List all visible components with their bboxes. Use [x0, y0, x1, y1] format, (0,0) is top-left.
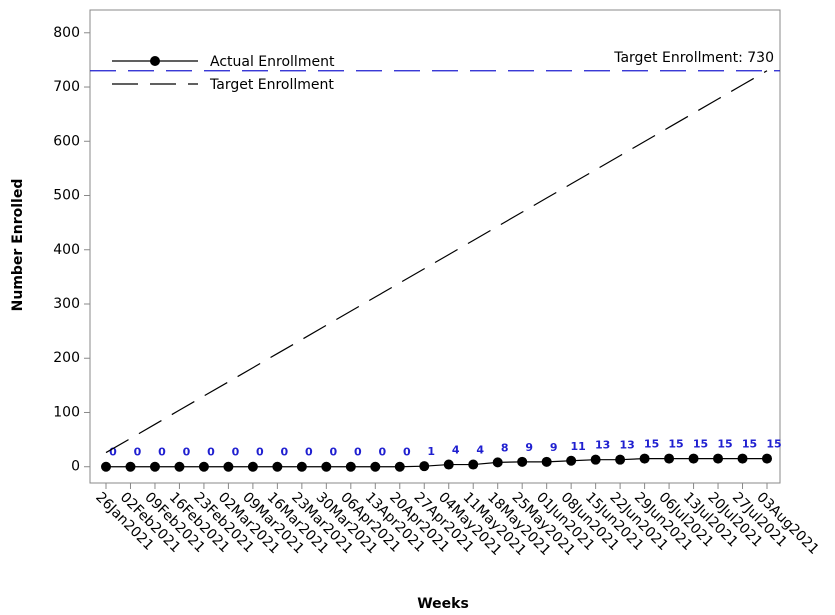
- point: [345, 461, 356, 472]
- legend-label: Target Enrollment: [209, 77, 334, 93]
- point: [174, 461, 185, 472]
- point: [713, 453, 724, 464]
- value-label: 15: [717, 438, 732, 451]
- point: [492, 457, 503, 468]
- value-label: 0: [109, 446, 117, 459]
- value-label: 1: [427, 445, 435, 458]
- y-tick-label: 800: [53, 25, 80, 41]
- plot-frame: [89, 9, 781, 484]
- point: [370, 461, 381, 472]
- value-label: 0: [134, 446, 142, 459]
- point: [762, 453, 772, 464]
- y-tick-label: 700: [53, 79, 80, 95]
- point: [125, 461, 136, 472]
- value-label: 0: [183, 446, 191, 459]
- point: [639, 453, 650, 464]
- value-label: 15: [742, 438, 757, 451]
- value-label: 0: [281, 446, 289, 459]
- point: [296, 461, 307, 472]
- value-label: 15: [644, 438, 659, 451]
- point: [394, 461, 405, 472]
- series-line: [105, 70, 768, 454]
- value-label: 0: [378, 446, 386, 459]
- y-tick-label: 600: [53, 133, 80, 149]
- value-label: 0: [403, 446, 411, 459]
- value-label: 0: [158, 446, 166, 459]
- value-label: 0: [354, 446, 362, 459]
- y-tick-label: 100: [53, 404, 80, 420]
- value-label: 4: [476, 444, 484, 457]
- y-tick-label: 500: [53, 188, 80, 204]
- value-label: 13: [595, 439, 610, 452]
- point: [664, 453, 675, 464]
- value-label: 9: [525, 441, 533, 454]
- point: [223, 461, 234, 472]
- value-label: 0: [256, 446, 264, 459]
- value-label: 0: [207, 446, 215, 459]
- value-label: 0: [232, 446, 240, 459]
- value-label: 15: [693, 438, 708, 451]
- y-tick-label: 0: [71, 459, 80, 475]
- y-tick-label: 400: [53, 242, 80, 258]
- value-label: 15: [766, 438, 781, 451]
- point: [688, 453, 699, 464]
- y-axis-title: Number Enrolled: [10, 179, 26, 312]
- value-label: 0: [305, 446, 313, 459]
- legend-marker: [150, 56, 160, 66]
- point: [419, 461, 430, 472]
- value-label: 15: [668, 438, 683, 451]
- value-label: 11: [570, 440, 585, 453]
- point: [198, 461, 209, 472]
- point: [517, 456, 528, 467]
- x-axis-title: Weeks: [417, 596, 469, 612]
- point: [321, 461, 332, 472]
- value-label: 8: [501, 441, 509, 454]
- point: [615, 454, 626, 465]
- value-label: 0: [330, 446, 338, 459]
- value-label: 4: [452, 444, 460, 457]
- point: [737, 453, 748, 464]
- y-tick-label: 200: [53, 350, 80, 366]
- point: [247, 461, 258, 472]
- point: [541, 456, 552, 467]
- point: [566, 455, 577, 466]
- value-label: 9: [550, 441, 558, 454]
- point: [468, 459, 479, 470]
- point: [443, 459, 454, 470]
- legend-label: Actual Enrollment: [210, 54, 335, 70]
- y-tick-label: 300: [53, 296, 80, 312]
- point: [272, 461, 283, 472]
- point: [149, 461, 160, 472]
- point: [101, 461, 111, 472]
- point: [590, 454, 601, 465]
- series-line: [106, 457, 767, 468]
- reference-label: Target Enrollment: 730: [613, 50, 774, 66]
- value-label: 13: [619, 439, 634, 452]
